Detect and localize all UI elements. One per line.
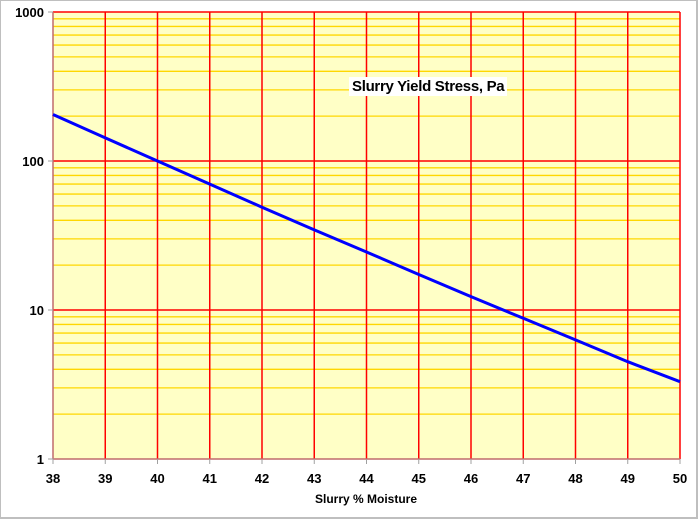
x-tick-label: 49 bbox=[621, 471, 635, 486]
chart-title: Slurry Yield Stress, Pa bbox=[349, 77, 508, 96]
x-tick-label: 46 bbox=[464, 471, 478, 486]
y-tick-label: 1 bbox=[37, 452, 44, 467]
x-tick-label: 50 bbox=[673, 471, 687, 486]
x-tick-label: 40 bbox=[150, 471, 164, 486]
x-tick-label: 45 bbox=[412, 471, 426, 486]
x-tick-label: 42 bbox=[255, 471, 269, 486]
x-tick-label: 47 bbox=[516, 471, 530, 486]
x-tick-label: 48 bbox=[568, 471, 582, 486]
x-tick-label: 41 bbox=[203, 471, 217, 486]
x-axis-title: Slurry % Moisture bbox=[315, 492, 417, 506]
x-tick-label: 39 bbox=[98, 471, 112, 486]
series-line bbox=[52, 113, 681, 384]
y-tick-label: 10 bbox=[30, 303, 44, 318]
y-tick-label: 100 bbox=[22, 154, 44, 169]
y-tick-label: 1000 bbox=[15, 5, 44, 20]
x-tick-label: 38 bbox=[46, 471, 60, 486]
x-tick-label: 43 bbox=[307, 471, 321, 486]
x-tick-label: 44 bbox=[359, 471, 374, 486]
